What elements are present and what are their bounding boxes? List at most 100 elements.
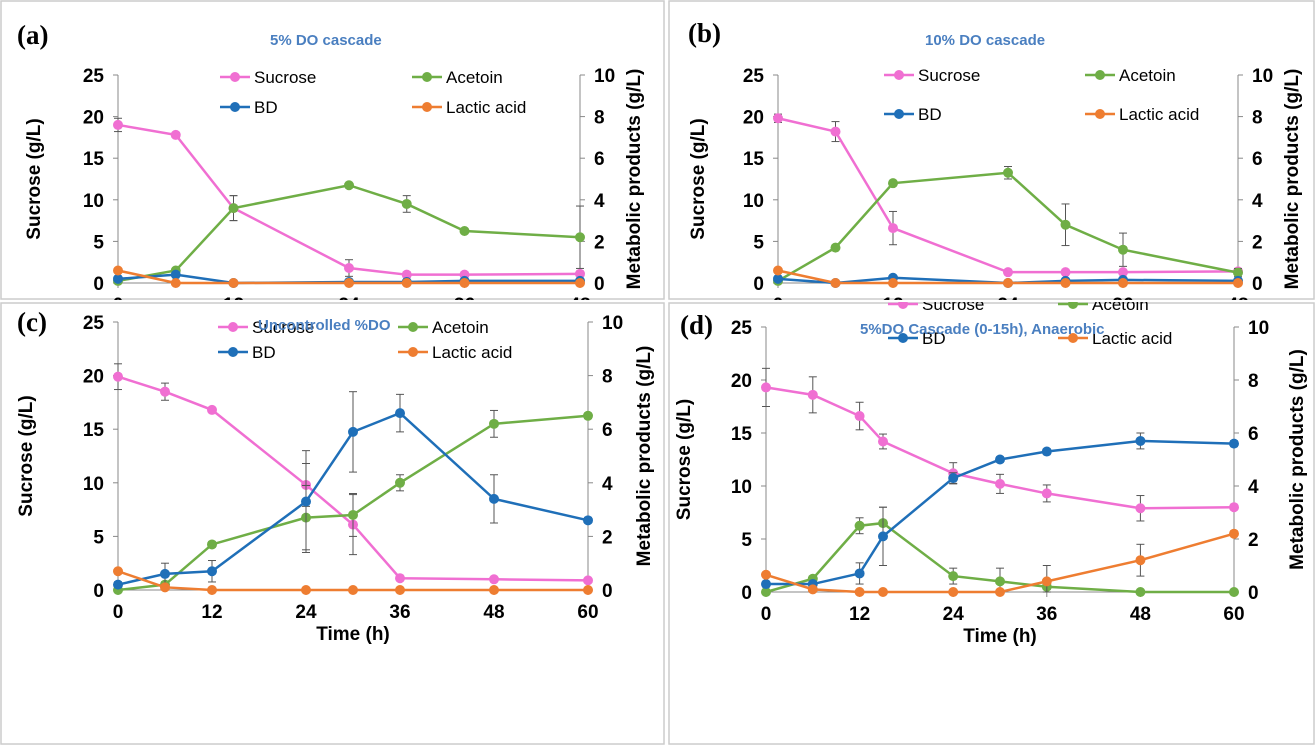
x-tick-label: 24 xyxy=(338,295,360,300)
data-point-sucrose xyxy=(1135,503,1146,514)
legend-label-lactic-acid: Lactic acid xyxy=(432,343,512,362)
data-point-acetoin xyxy=(830,242,841,253)
x-tick-label: 48 xyxy=(1130,604,1151,625)
data-point-acetoin xyxy=(228,203,239,214)
y-left-tick-label: 25 xyxy=(731,318,753,339)
legend-swatch-marker-bd xyxy=(894,109,904,119)
y-axis-left-label: Sucrose (g/L) xyxy=(24,118,45,239)
y-right-tick-label: 2 xyxy=(602,527,613,548)
data-point-lactic-acid xyxy=(1060,278,1071,288)
y-left-tick-label: 5 xyxy=(741,530,752,551)
data-point-sucrose xyxy=(1060,267,1071,278)
panel-d: 0 5 10 15 20 25 0 2 4 6 8 10 0 12 24 36 48 60 Time (h) Sucr… xyxy=(668,302,1315,745)
data-point-sucrose xyxy=(854,411,865,422)
y-right-tick-label: 2 xyxy=(1252,232,1263,253)
y-right-tick-label: 4 xyxy=(594,191,605,212)
y-left-tick-label: 15 xyxy=(83,420,105,441)
legend-swatch-marker-sucrose xyxy=(894,70,904,80)
data-point-bd xyxy=(995,454,1005,465)
series-line-sucrose xyxy=(117,123,581,276)
data-point-bd xyxy=(878,531,888,542)
legend-swatch-marker-lactic-acid xyxy=(408,347,418,357)
x-tick-label: 36 xyxy=(454,295,475,300)
y-axis-right-label: Metabolic products (g/L) xyxy=(634,346,655,567)
data-point-sucrose xyxy=(1118,267,1128,278)
legend-label-bd: BD xyxy=(918,105,942,124)
y-left-tick-label: 0 xyxy=(93,581,104,602)
legend-swatch-marker-acetoin xyxy=(1095,70,1105,80)
x-tick-label: 36 xyxy=(1036,604,1057,625)
panel-border xyxy=(0,0,665,300)
data-point-lactic-acid xyxy=(489,585,499,595)
legend-swatch-marker-bd xyxy=(898,333,908,343)
y-right-tick-label: 10 xyxy=(1252,66,1273,87)
data-point-lactic-acid xyxy=(830,278,841,288)
data-point-bd xyxy=(1135,435,1146,446)
y-right-tick-label: 6 xyxy=(1252,149,1263,170)
data-point-sucrose xyxy=(1003,267,1013,278)
y-right-tick-label: 8 xyxy=(602,367,613,388)
y-left-tick-label: 25 xyxy=(743,66,765,87)
y-left-tick-label: 10 xyxy=(83,474,104,495)
y-left-tick-label: 10 xyxy=(731,477,752,498)
x-tick-label: 36 xyxy=(1112,295,1133,300)
data-point-acetoin xyxy=(888,178,898,189)
data-point-bd xyxy=(1229,438,1239,449)
data-point-bd xyxy=(773,273,783,284)
legend-label-lactic-acid: Lactic acid xyxy=(446,98,526,117)
y-axis-right-label: Metabolic products (g/L) xyxy=(1287,349,1308,570)
panel-border xyxy=(668,0,1315,300)
data-point-sucrose xyxy=(160,386,170,397)
x-tick-label: 0 xyxy=(773,295,784,300)
data-point-bd xyxy=(854,568,865,579)
data-point-sucrose xyxy=(583,575,593,586)
x-axis-label: Time (h) xyxy=(316,624,390,645)
panel-b: 05101520250246810012243648Time (h)Sucros… xyxy=(668,0,1315,300)
panel-label-b: (b) xyxy=(688,18,721,48)
data-point-lactic-acid xyxy=(401,278,412,288)
data-point-sucrose xyxy=(207,404,217,415)
y-left-tick-label: 25 xyxy=(83,66,105,87)
legend-swatch-marker-acetoin xyxy=(408,322,418,332)
data-point-sucrose xyxy=(170,129,181,140)
legend-swatch-marker-sucrose xyxy=(228,322,238,332)
series-line-lactic-acid xyxy=(117,570,588,592)
legend-label-sucrose: Sucrose xyxy=(918,66,980,85)
data-point-sucrose xyxy=(830,126,841,137)
x-tick-label: 48 xyxy=(483,602,504,623)
data-point-lactic-acid xyxy=(395,585,405,595)
data-point-acetoin xyxy=(948,571,959,582)
panel-a: 05101520250246810012243648Time (h)Sucros… xyxy=(0,0,665,300)
data-point-acetoin xyxy=(348,509,358,520)
data-point-lactic-acid xyxy=(160,582,170,593)
data-point-lactic-acid xyxy=(878,587,888,597)
data-point-acetoin xyxy=(1118,244,1128,255)
data-point-sucrose xyxy=(807,389,818,400)
x-tick-label: 24 xyxy=(295,602,317,623)
y-right-tick-label: 2 xyxy=(1248,530,1259,551)
y-left-tick-label: 0 xyxy=(753,274,764,295)
y-right-tick-label: 8 xyxy=(1248,371,1259,392)
data-point-sucrose xyxy=(878,436,888,447)
y-left-tick-label: 5 xyxy=(93,527,104,548)
y-left-tick-label: 10 xyxy=(83,191,104,212)
data-point-lactic-acid xyxy=(344,278,354,288)
data-point-acetoin xyxy=(1060,219,1071,230)
x-axis-label: Time (h) xyxy=(963,626,1037,647)
series-line-sucrose xyxy=(777,117,1239,274)
x-tick-label: 48 xyxy=(569,295,590,300)
legend-swatch-marker-sucrose xyxy=(898,302,908,309)
y-right-tick-label: 0 xyxy=(602,581,613,602)
data-point-lactic-acid xyxy=(807,584,818,595)
legend-label-sucrose: Sucrose xyxy=(922,302,984,314)
y-left-tick-label: 5 xyxy=(93,232,104,253)
chart-title-b: 10% DO cascade xyxy=(925,32,1046,49)
x-tick-label: 12 xyxy=(223,295,244,300)
data-point-acetoin xyxy=(854,520,865,531)
legend-label-acetoin: Acetoin xyxy=(1119,66,1176,85)
legend-label-acetoin: Acetoin xyxy=(1092,302,1149,314)
y-left-tick-label: 5 xyxy=(753,232,764,253)
legend-label-lactic-acid: Lactic acid xyxy=(1092,329,1172,348)
data-point-lactic-acid xyxy=(1041,576,1052,587)
data-point-lactic-acid xyxy=(1233,278,1243,288)
